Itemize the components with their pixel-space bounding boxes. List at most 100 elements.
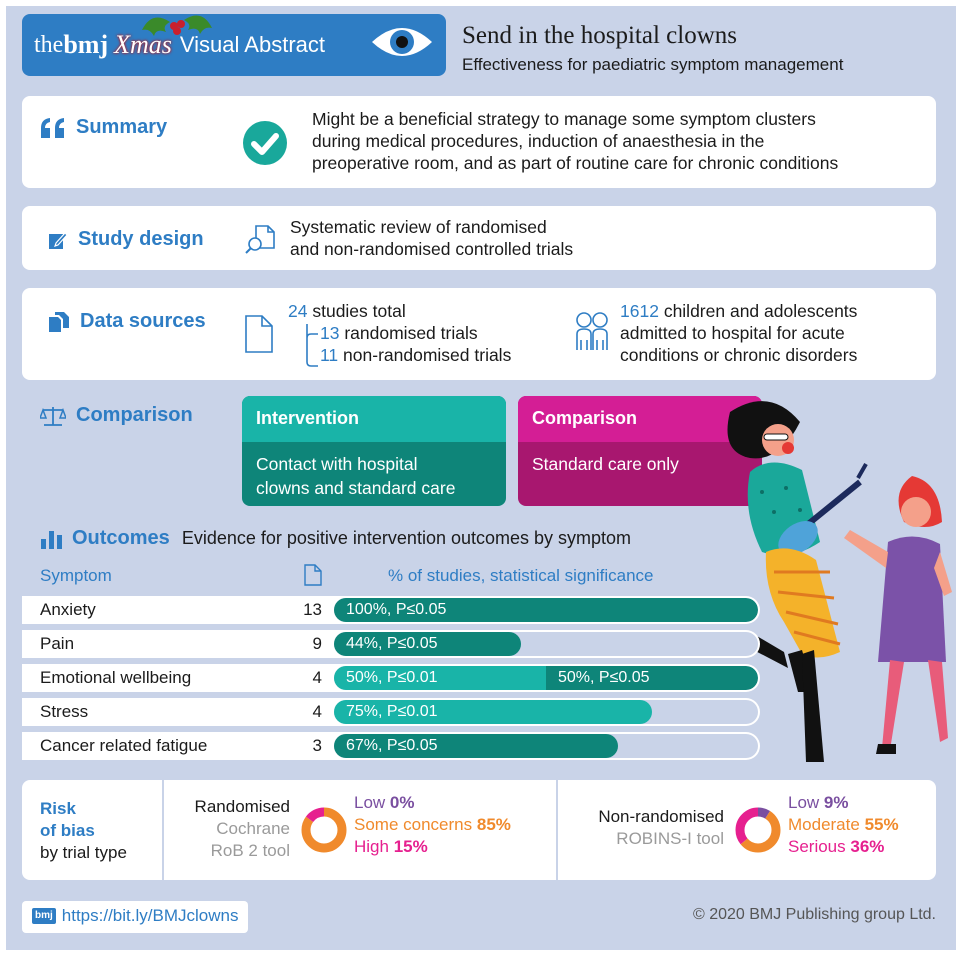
randomised-tool-line: RoB 2 tool [210, 841, 290, 860]
randomised-tool-line: Cochrane [216, 819, 290, 838]
summary-line: preoperative room, and as part of routin… [312, 153, 839, 173]
studies-total-text: studies total [312, 301, 406, 321]
source-url[interactable]: https://bit.ly/BMJclowns [61, 906, 239, 925]
comparison-text: Standard care only [532, 454, 679, 474]
study-design-heading: Study design [48, 228, 204, 251]
copyright: © 2020 BMJ Publishing group Ltd. [692, 906, 936, 923]
study-count: 3 [312, 736, 322, 755]
intervention-box: Intervention Contact with hospital clown… [242, 396, 506, 506]
source-link[interactable]: bmj https://bit.ly/BMJclowns [22, 901, 249, 933]
summary-text: Might be a beneficial strategy to manage… [312, 108, 932, 174]
comparison-heading: Comparison [40, 404, 193, 427]
legend-label: Serious [788, 837, 846, 856]
bar-track: 67%, P≤0.05 [334, 734, 758, 758]
randomised-name: Randomised [194, 797, 290, 816]
summary-line: during medical procedures, induction of … [312, 131, 765, 151]
quote-icon [41, 117, 64, 138]
table-row: Emotional wellbeing 4 50%, P≤0.01 50%, P≤0.… [22, 664, 760, 692]
study-design-label: Study design [78, 228, 204, 250]
checkmark-icon [243, 121, 287, 165]
study-count: 4 [312, 668, 322, 687]
randomised-num: 13 [320, 323, 340, 343]
holly-icon [142, 15, 212, 36]
data-sources-heading: Data sources [48, 310, 206, 333]
legend-label: Low [788, 793, 820, 812]
study-count: 4 [312, 702, 322, 721]
studies-total: 24 studies total [288, 300, 406, 322]
participants-line: admitted to hospital for acute [620, 323, 845, 343]
bar-segment: 100%, P≤0.05 [334, 598, 758, 622]
document-icon [245, 315, 273, 353]
rob-title-line: by trial type [40, 843, 127, 862]
summary-card: Summary Might be a beneficial strategy t… [22, 96, 936, 188]
study-count: 9 [312, 634, 322, 653]
table-row: Pain 9 44%, P≤0.05 [22, 630, 760, 658]
bar-segment: 50%, P≤0.05 [546, 666, 758, 690]
badge-label: Visual Abstract [179, 32, 326, 57]
intervention-title: Intervention [242, 396, 506, 442]
comparison-label: Comparison [76, 404, 193, 426]
study-design-card: Study design Systematic review of random… [22, 206, 936, 270]
bar-segment: 50%, P≤0.01 [334, 666, 546, 690]
bar-track: 50%, P≤0.01 50%, P≤0.05 [334, 666, 758, 690]
legend-value: 85% [476, 815, 511, 834]
legend-label: Low [354, 793, 386, 812]
bar-segment: 67%, P≤0.05 [334, 734, 618, 758]
legend-value: 0% [389, 793, 415, 812]
study-design-line: Systematic review of randomised [290, 217, 547, 237]
randomised-legend: Low 0% Some concerns 85% High 15% [354, 792, 511, 858]
intervention-line: Contact with hospital [256, 454, 418, 474]
randomised-count: 13 randomised trials [320, 322, 478, 344]
bar-track: 44%, P≤0.05 [334, 632, 758, 656]
outcomes-label: Outcomes [72, 527, 170, 549]
donut-high-slice [735, 807, 781, 853]
intervention-text: Contact with hospital clowns and standar… [242, 442, 506, 506]
participants-text: 1612 children and adolescents admitted t… [620, 300, 857, 366]
intervention-line: clowns and standard care [256, 478, 456, 498]
divider [162, 780, 164, 880]
children-icon [576, 312, 608, 350]
page-subtitle: Effectiveness for paediatric symptom man… [462, 55, 844, 74]
bar-track: 100%, P≤0.05 [334, 598, 758, 622]
eye-icon [372, 28, 432, 56]
comparison-box: Comparison Standard care only [518, 396, 762, 506]
bar-chart-icon [41, 530, 62, 549]
divider [556, 780, 558, 880]
edit-icon [49, 231, 68, 249]
study-design-line: and non-randomised controlled trials [290, 239, 574, 259]
data-sources-card: Data sources 24 studies total 13 randomi… [22, 288, 936, 380]
outcomes-heading: Outcomes Evidence for positive intervent… [40, 527, 631, 550]
outcomes-description: Evidence for positive intervention outco… [181, 528, 632, 548]
nonrandomised-legend: Low 9% Moderate 55% Serious 36% [788, 792, 899, 858]
tree-connector [306, 324, 318, 367]
donut-mid-slice [735, 807, 781, 853]
nonrandomised-text: non-randomised trials [343, 345, 512, 365]
risk-of-bias-title: Risk of bias by trial type [40, 798, 127, 864]
symptom-column-header: Symptom [40, 566, 112, 585]
percent-column-header: % of studies, statistical significance [388, 566, 654, 585]
document-search-icon [245, 225, 275, 254]
symptom-label: Pain [40, 634, 75, 653]
scales-icon [40, 406, 66, 426]
symptom-label: Anxiety [40, 600, 96, 619]
symptom-label: Emotional wellbeing [40, 668, 192, 687]
rob-title-line: Risk [40, 799, 76, 818]
symptom-label: Cancer related fatigue [40, 736, 208, 755]
legend-label: Some concerns [354, 815, 473, 834]
rob-title-line: of bias [40, 821, 95, 840]
randomised-donut-chart [301, 807, 347, 853]
summary-heading: Summary [40, 116, 167, 139]
randomised-tool: Randomised Cochrane RoB 2 tool [172, 796, 290, 862]
studies-count-icon [304, 564, 322, 586]
nonrandomised-donut-chart [735, 807, 781, 853]
randomised-text: randomised trials [344, 323, 478, 343]
summary-line: Might be a beneficial strategy to manage… [312, 109, 816, 129]
summary-label: Summary [76, 116, 168, 138]
table-row: Cancer related fatigue 3 67%, P≤0.05 [22, 732, 760, 760]
nonrandomised-num: 11 [320, 345, 339, 365]
nonrandomised-count: 11 non-randomised trials [320, 344, 511, 366]
bar-segment: 44%, P≤0.05 [334, 632, 521, 656]
nonrandomised-tool-line: ROBINS-I tool [616, 829, 724, 848]
clowns-illustration [727, 401, 952, 762]
